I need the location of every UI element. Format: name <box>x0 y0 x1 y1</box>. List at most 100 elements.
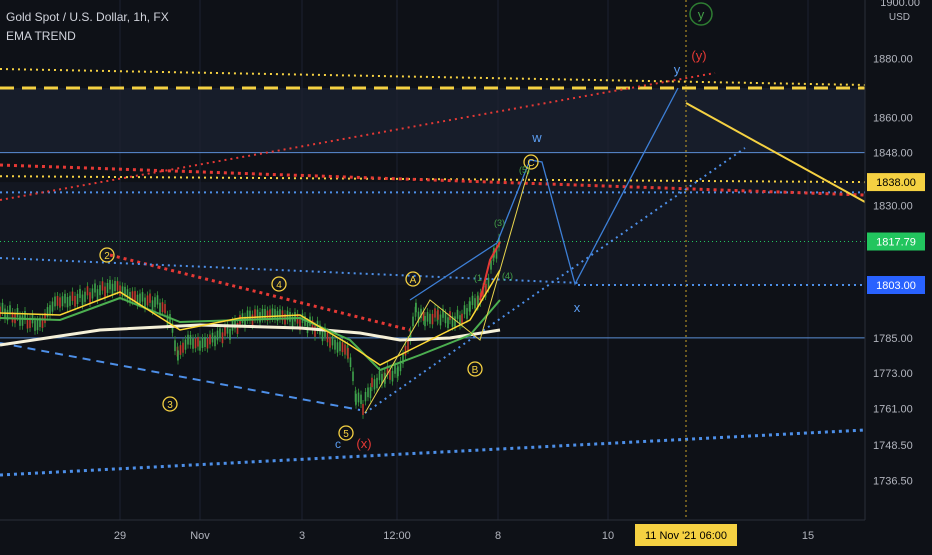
candle-body <box>324 327 326 337</box>
wave-x-label: x <box>574 300 581 315</box>
candle-body <box>94 283 96 293</box>
wave-projection-path <box>409 87 679 301</box>
candle-body <box>54 296 56 307</box>
candle-body <box>109 280 111 290</box>
candle-body <box>442 308 444 318</box>
candle-body <box>146 295 149 306</box>
candle-body <box>194 338 197 349</box>
candle-body <box>404 345 407 356</box>
candle-body <box>136 294 139 306</box>
candle-body <box>422 311 425 321</box>
candle-body <box>349 357 352 368</box>
candle-body <box>249 310 251 321</box>
candle-body <box>314 325 316 337</box>
candle-body <box>373 379 376 390</box>
candle-body <box>326 332 329 343</box>
candle-body <box>420 308 422 319</box>
price-tick-8: 1773.00 <box>873 368 913 380</box>
indicator-label: EMA TREND <box>6 29 76 43</box>
candle-body <box>126 289 129 300</box>
currency-label: USD <box>889 12 910 23</box>
candle-body <box>412 316 414 327</box>
price-tick-9: 1761.00 <box>873 403 913 415</box>
price-axis-background <box>865 0 932 520</box>
candle-body <box>49 305 51 316</box>
candle-body <box>490 260 492 270</box>
yellow-projection-line <box>685 102 866 203</box>
candle-body <box>59 297 61 308</box>
candle-body <box>99 285 101 296</box>
candle-body <box>334 339 336 350</box>
candle-body <box>456 309 459 319</box>
candle-body <box>149 293 151 303</box>
candle-body <box>151 300 154 312</box>
wave-3-circle <box>162 396 178 412</box>
candle-body <box>154 297 156 308</box>
candle-body <box>386 365 389 375</box>
candle-body <box>39 317 41 328</box>
support-zone <box>0 182 865 285</box>
candle-body <box>141 292 144 302</box>
candle-body <box>394 364 396 374</box>
candle-body <box>294 312 296 322</box>
wave-5-circle <box>338 425 354 441</box>
ema-mid-line <box>0 269 501 366</box>
candle-body <box>399 361 402 372</box>
price-tick-0: 1880.00 <box>873 54 913 66</box>
symbol-title: Gold Spot / U.S. Dollar, 1h, FX <box>6 10 169 24</box>
candle-body <box>299 319 301 331</box>
blue-dashed-wave-line <box>0 342 361 411</box>
subwave-5-label: (5) <box>519 165 530 175</box>
candle-body <box>434 308 436 318</box>
candle-body <box>174 340 176 352</box>
candle-body <box>389 369 391 380</box>
price-tag-label-3: 1838.00 <box>876 177 916 189</box>
candle-body <box>459 315 461 326</box>
candle-body <box>81 294 84 306</box>
wave-w-label: w <box>531 130 542 145</box>
candle-body <box>26 317 29 329</box>
candle-body <box>229 328 231 340</box>
candle-body <box>431 313 434 325</box>
candle-body <box>11 312 14 323</box>
candle-body <box>184 339 187 350</box>
candle-body <box>121 286 124 297</box>
red-dotted-rising <box>0 72 716 201</box>
candle-body <box>274 309 276 320</box>
candle-body <box>61 296 64 307</box>
candle-body <box>376 377 378 389</box>
candle-body <box>495 247 498 259</box>
candle-body <box>124 286 126 297</box>
candle-body <box>79 288 81 299</box>
candle-body <box>477 295 479 306</box>
candle-body <box>56 295 59 306</box>
candle-body <box>266 310 269 321</box>
candle-body <box>339 341 341 352</box>
candle-body <box>84 291 86 302</box>
candle-body <box>114 281 116 292</box>
price-tag-3 <box>867 173 925 192</box>
yellow-dotted-1838 <box>0 175 866 184</box>
candle-body <box>271 308 274 319</box>
time-axis-background <box>0 520 932 550</box>
crosshair-date-box <box>635 524 737 546</box>
red-dotted-flat <box>0 163 866 197</box>
candle-body <box>437 309 439 320</box>
wave-B-circle <box>467 361 483 377</box>
candle-body <box>166 314 169 326</box>
candle-body <box>216 330 219 341</box>
candle-body <box>197 337 199 347</box>
ema-fast-line <box>0 296 501 372</box>
candle-body <box>415 302 417 313</box>
wave-C: C <box>527 158 534 169</box>
subwave-1-label: (1 <box>474 273 482 283</box>
blue-dotted-bottom <box>0 428 866 477</box>
candle-body <box>69 295 71 306</box>
candle-body <box>96 289 99 301</box>
candle-body <box>279 309 281 319</box>
candle-body <box>9 305 11 315</box>
candle-body <box>347 347 349 359</box>
candle-body <box>236 322 239 334</box>
